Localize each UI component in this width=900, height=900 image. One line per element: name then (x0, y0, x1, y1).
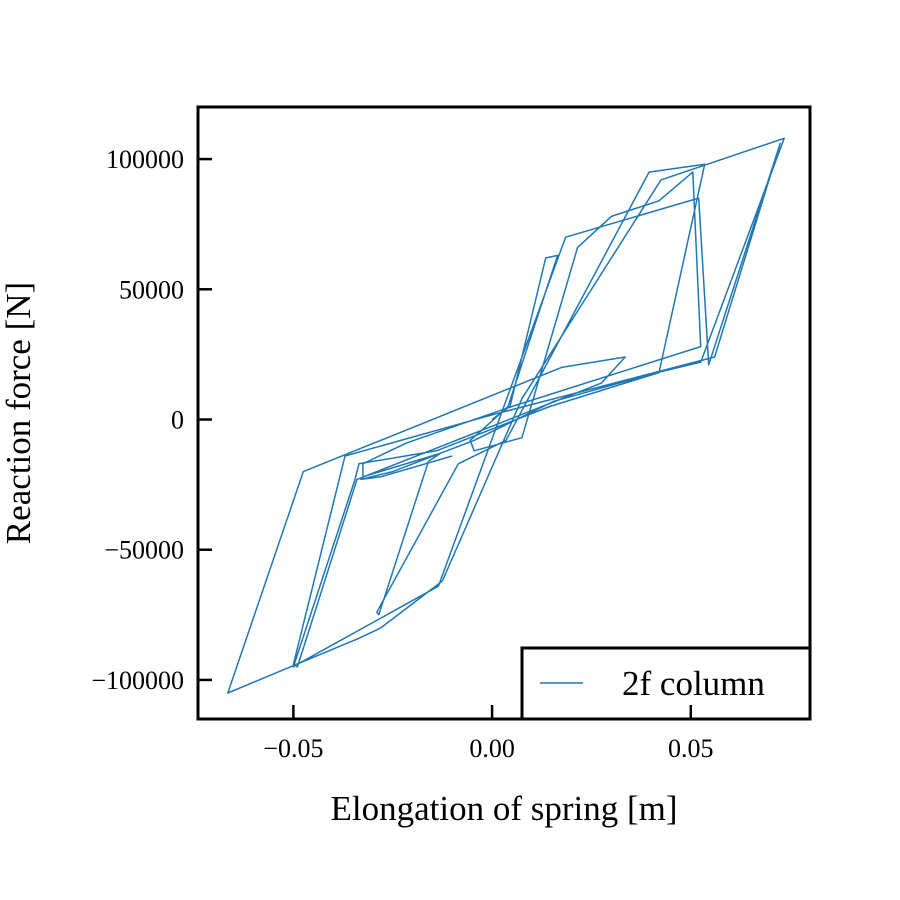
y-tick-label: 100000 (106, 145, 184, 174)
y-axis-label: Reaction force [N] (0, 282, 38, 544)
plot-area (227, 137, 785, 694)
y-tick-label: −50000 (104, 536, 184, 565)
plot-frame (196, 105, 812, 721)
legend-label-2f-column: 2f column (622, 664, 765, 703)
x-tick-label: 0.05 (668, 734, 714, 763)
legend: 2f column (520, 646, 812, 721)
x-tick-label: −0.05 (263, 734, 323, 763)
y-tick-label: 50000 (119, 275, 184, 304)
x-axis-label: Elongation of spring [m] (330, 789, 677, 828)
x-tick-label: 0.00 (469, 734, 515, 763)
axis-ticks: −0.05 0.00 0.05 100000 50000 0 −50000 −100000 (91, 145, 713, 763)
y-tick-label: −100000 (91, 666, 184, 695)
series-line-0 (227, 137, 785, 694)
y-tick-label: 0 (171, 406, 184, 435)
